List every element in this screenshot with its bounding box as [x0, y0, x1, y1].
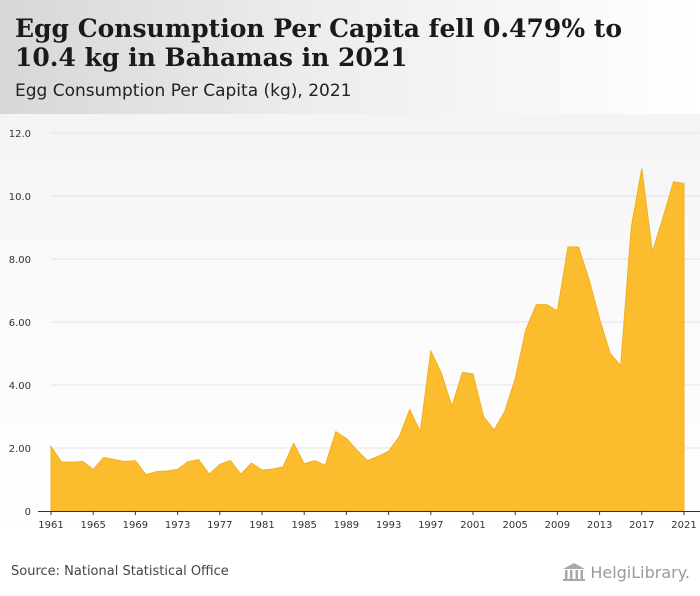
y-tick-label: 2.00: [9, 444, 31, 455]
x-tick-label: 1973: [165, 520, 190, 531]
x-tick-label: 1989: [334, 520, 359, 531]
chart-subtitle: Egg Consumption Per Capita (kg), 2021: [15, 81, 352, 101]
x-tick-label: 2017: [629, 520, 654, 531]
y-tick-label: 4.00: [9, 381, 31, 392]
x-tick-label: 1965: [80, 520, 105, 531]
area-chart: 0 2.00 4.00 6.00 8.00 10.0 12.0 1961 1965 1969 197…: [9, 129, 700, 531]
chart-title: Egg Consumption Per Capita fell 0.479% t…: [15, 14, 623, 72]
x-tick-label: 2013: [587, 520, 612, 531]
x-tick-label: 1969: [123, 520, 148, 531]
x-tick-label: 2009: [545, 520, 570, 531]
area-series: [50, 168, 685, 512]
logo-text: HelgiLibrary.: [590, 562, 690, 582]
x-tick-label: 1961: [38, 520, 63, 531]
x-tick-label: 2001: [460, 520, 485, 531]
source-note: Source: National Statistical Office: [11, 564, 229, 579]
x-tick-label: 1981: [249, 520, 274, 531]
y-tick-label: 0: [25, 507, 31, 518]
y-tick-label: 10.0: [9, 192, 31, 203]
x-tick-label: 1993: [376, 520, 401, 531]
x-tick-label: 2021: [671, 520, 696, 531]
library-building-icon: [563, 563, 586, 581]
helgi-library-logo: HelgiLibrary.: [562, 561, 690, 583]
x-tick-label: 2005: [502, 520, 527, 531]
chart-header: Egg Consumption Per Capita fell 0.479% t…: [0, 0, 700, 114]
y-tick-label: 6.00: [9, 318, 31, 329]
y-tick-label: 8.00: [9, 255, 31, 266]
y-tick-label: 12.0: [9, 129, 31, 140]
x-tick-label: 1997: [418, 520, 443, 531]
x-tick-label: 1985: [291, 520, 316, 531]
x-tick-label: 1977: [207, 520, 232, 531]
